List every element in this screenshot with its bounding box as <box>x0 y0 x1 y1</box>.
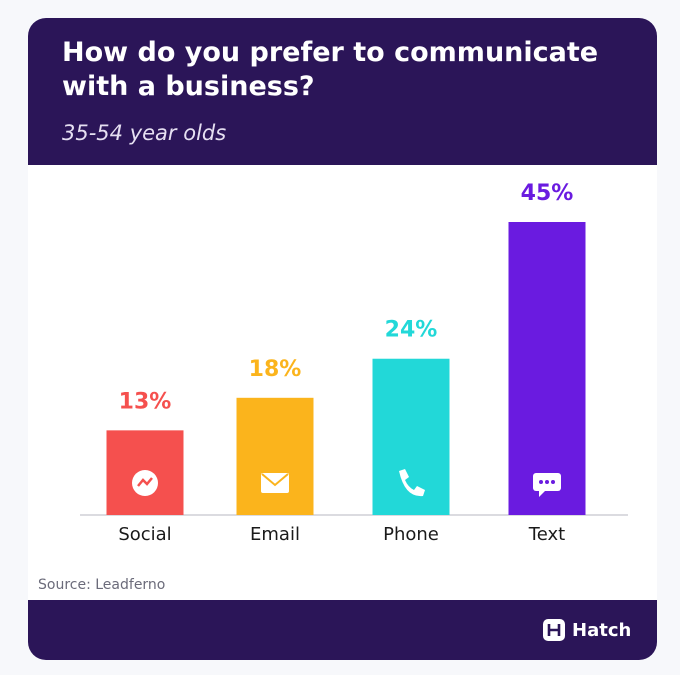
icon <box>261 473 289 487</box>
value-label: 45% <box>521 181 574 206</box>
source: Source: Leadferno <box>38 577 165 593</box>
value-label: 13% <box>119 389 172 414</box>
x-tick-label: Social <box>118 524 171 545</box>
value-label: 18% <box>249 357 302 382</box>
title-box: How do you prefer to communicate with a … <box>62 37 599 102</box>
bar <box>508 222 586 515</box>
bar <box>236 397 314 515</box>
chart-subtitle: 35-54 year olds <box>62 121 226 145</box>
icon <box>137 477 153 487</box>
icon <box>551 480 555 484</box>
x-tick-label: Email <box>250 524 300 545</box>
brand: Hatch <box>572 620 631 641</box>
header <box>28 18 657 165</box>
icon <box>539 490 546 497</box>
icon <box>399 469 425 497</box>
x-tick-label: Phone <box>383 524 439 545</box>
value-label: 24% <box>385 318 438 343</box>
icon <box>539 480 543 484</box>
brand-icon-h <box>547 624 561 636</box>
chart-title: How do you prefer to communicate with a … <box>62 37 599 102</box>
icon <box>545 480 549 484</box>
x-tick-label: Text <box>528 524 565 545</box>
